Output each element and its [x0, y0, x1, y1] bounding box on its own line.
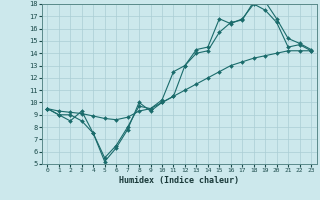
X-axis label: Humidex (Indice chaleur): Humidex (Indice chaleur) [119, 176, 239, 185]
